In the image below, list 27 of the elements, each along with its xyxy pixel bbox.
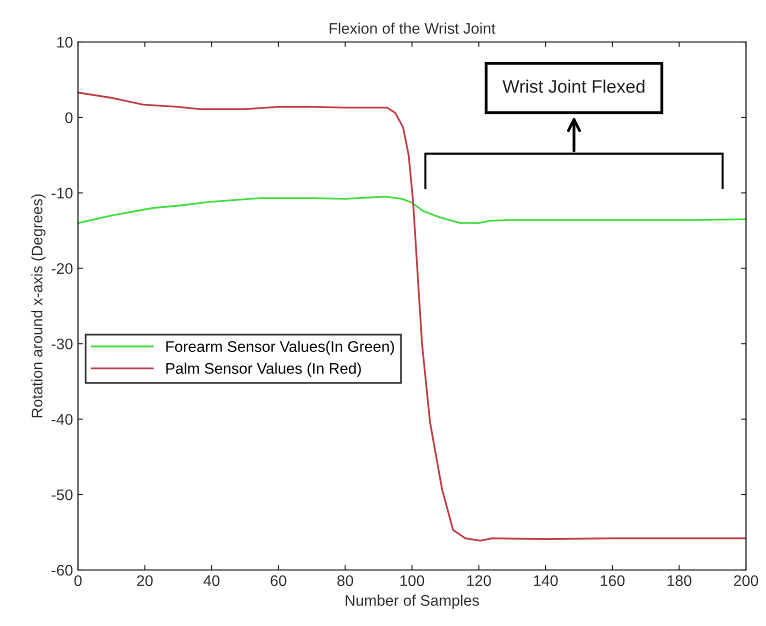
y-tick-label: -20	[52, 263, 73, 274]
x-tick-label: 160	[600, 575, 625, 586]
y-tick-label: 10	[57, 36, 73, 48]
chart-title: Flexion of the Wrist Joint	[330, 22, 496, 34]
x-tick-label: 180	[668, 575, 692, 586]
x-tick-label: 200	[734, 575, 758, 586]
y-tick-label: -50	[52, 489, 73, 500]
line-series	[78, 92, 746, 542]
x-tick-label: 40	[203, 575, 220, 586]
y-axis-title: Rotation around x-axis (Degrees)	[31, 194, 46, 418]
y-tick-label: -60	[52, 564, 73, 576]
y-tick-label: -40	[52, 414, 73, 425]
x-tick-label: 0	[74, 575, 82, 586]
annotation: Wrist Joint Flexed	[502, 80, 644, 93]
legend-label: Palm Sensor Values (In Red)	[166, 362, 361, 377]
x-axis-title: Number of Samples	[346, 594, 479, 609]
legend-label: Forearm Sensor Values(In Green)	[166, 340, 394, 355]
x-tick-label: 20	[137, 575, 153, 586]
x-tick-label: 60	[270, 575, 286, 586]
x-tick-label: 80	[337, 575, 354, 586]
x-tick-label: 120	[467, 575, 491, 586]
x-tick-label: 140	[534, 575, 558, 586]
x-tick-label: 100	[400, 575, 424, 586]
y-tick-label: -10	[52, 188, 73, 199]
y-tick-label: 0	[65, 112, 73, 124]
line-series	[78, 196, 746, 224]
y-tick-label: -30	[52, 338, 73, 350]
